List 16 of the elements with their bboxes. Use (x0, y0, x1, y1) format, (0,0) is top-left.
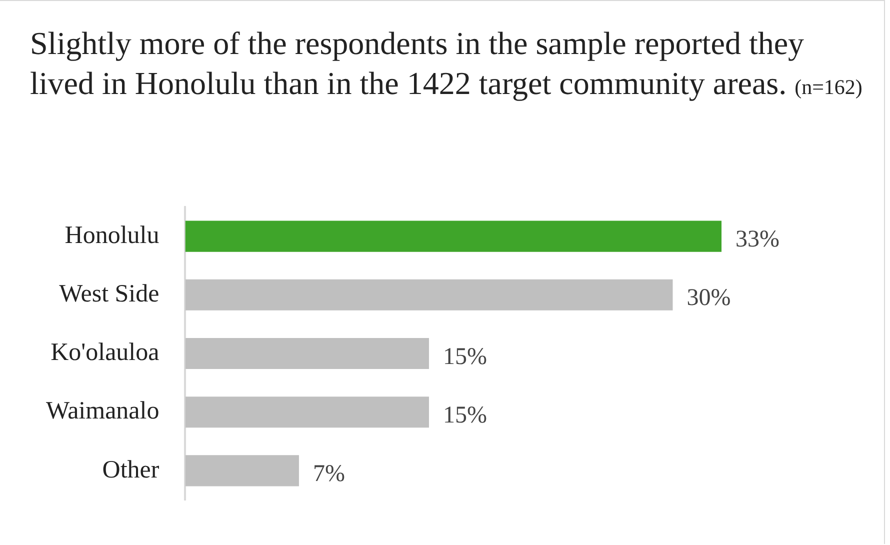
data-label: 15% (442, 402, 487, 428)
text: (n=162) (794, 75, 862, 99)
data-label: 15% (442, 344, 487, 370)
data-label: 33% (736, 226, 780, 253)
bar (185, 220, 722, 252)
y-tick-label: Ko'olauloa (50, 339, 160, 366)
y-tick-label: Honolulu (64, 222, 160, 249)
data-label: 30% (686, 285, 731, 312)
y-tick-label: West Side (59, 280, 160, 308)
bar (185, 279, 673, 310)
y-tick-label: Waimanalo (46, 398, 160, 425)
data-label: 7% (312, 460, 345, 487)
bar (185, 396, 429, 428)
bar (185, 455, 299, 486)
bar (185, 338, 429, 370)
y-tick-label: Other (102, 456, 160, 484)
